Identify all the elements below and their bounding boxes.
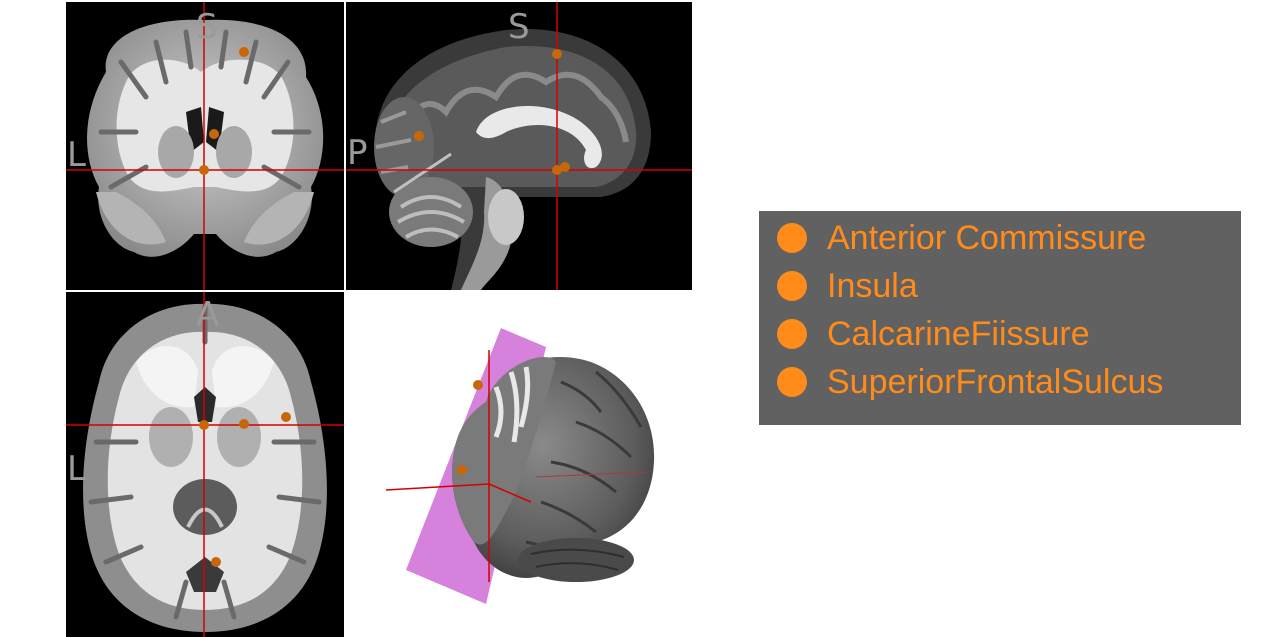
axial-slice-image <box>66 292 344 637</box>
marker-calcarine-fissure[interactable] <box>414 131 424 141</box>
coronal-view[interactable]: S L <box>66 2 344 290</box>
marker-superior-frontal-sulcus[interactable] <box>552 49 562 59</box>
legend-label: CalcarineFiissure <box>827 315 1090 353</box>
legend-dot-icon <box>777 223 807 253</box>
legend-item-superior-frontal-sulcus[interactable]: SuperiorFrontalSulcus <box>777 362 1163 402</box>
marker-anterior-commissure[interactable] <box>199 165 209 175</box>
marker-insula[interactable] <box>239 419 249 429</box>
marker-insula[interactable] <box>560 162 570 172</box>
landmark-legend: Anterior Commissure Insula CalcarineFiis… <box>759 211 1241 425</box>
marker-insula[interactable] <box>209 129 219 139</box>
marker-superior-frontal-sulcus[interactable] <box>239 47 249 57</box>
marker-anterior-commissure[interactable] <box>552 165 562 175</box>
crosshair-horizontal <box>385 483 490 491</box>
legend-dot-icon <box>777 271 807 301</box>
marker-anterior-commissure[interactable] <box>199 420 209 430</box>
marker-calcarine-fissure[interactable] <box>211 557 221 567</box>
legend-dot-icon <box>777 367 807 397</box>
legend-item-calcarine-fissure[interactable]: CalcarineFiissure <box>777 314 1090 354</box>
legend-label: Insula <box>827 267 918 305</box>
render-3d-view[interactable] <box>346 292 692 637</box>
marker-superior-frontal-sulcus[interactable] <box>281 412 291 422</box>
legend-item-insula[interactable]: Insula <box>777 266 918 306</box>
brain-3d-render <box>385 328 655 604</box>
axial-view[interactable]: A L <box>66 292 344 637</box>
legend-label: Anterior Commissure <box>827 219 1147 257</box>
coronal-slice-image <box>66 2 344 290</box>
sagittal-slice-image <box>346 2 692 290</box>
legend-item-anterior-commissure[interactable]: Anterior Commissure <box>777 218 1146 258</box>
marker-superior-frontal-sulcus[interactable] <box>473 380 483 390</box>
marker-calcarine-fissure[interactable] <box>457 465 467 475</box>
legend-dot-icon <box>777 319 807 349</box>
legend-label: SuperiorFrontalSulcus <box>827 363 1164 401</box>
sagittal-view[interactable]: S P <box>346 2 692 290</box>
